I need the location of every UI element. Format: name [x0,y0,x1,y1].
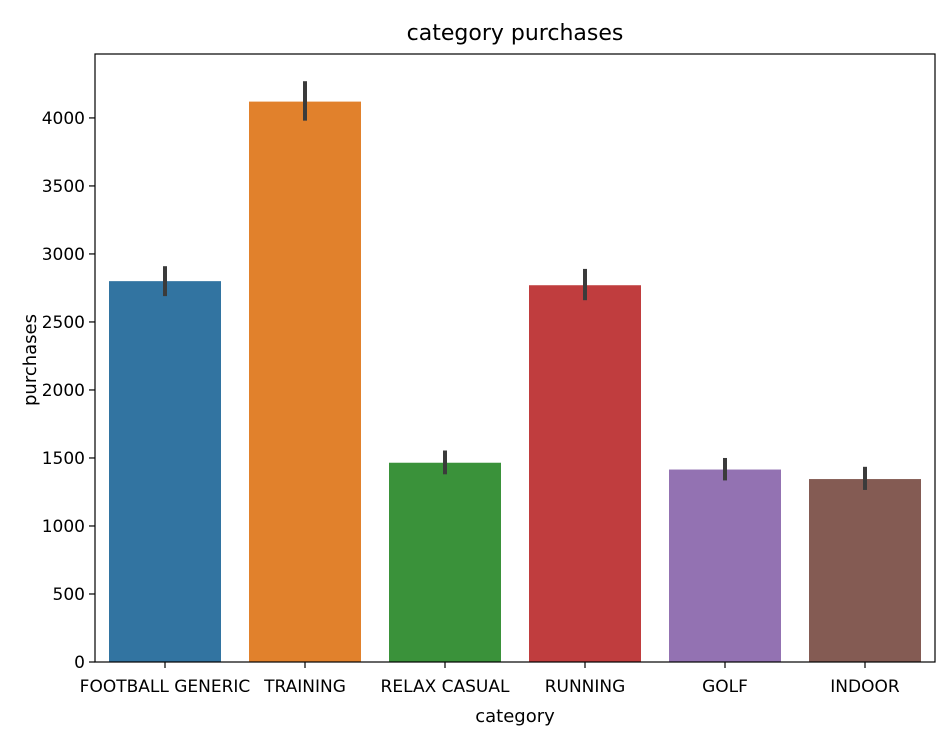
y-tick-label: 4000 [42,109,85,129]
bar [529,285,641,662]
plot-frame [94,53,936,663]
y-tick-label: 3500 [42,177,85,197]
y-tick-label: 2000 [42,381,85,401]
x-tick-label: RELAX CASUAL [381,677,510,697]
x-tick-label: INDOOR [830,677,900,697]
y-tick-label: 0 [74,653,85,673]
y-tick-label: 500 [53,585,85,605]
y-tick-label: 1000 [42,517,85,537]
bar [389,462,501,662]
y-tick-label: 2500 [42,313,85,333]
chart-title: category purchases [407,21,624,46]
bar [249,101,361,662]
bar [809,479,921,662]
y-tick-label: 1500 [42,449,85,469]
y-tick-label: 3000 [42,245,85,265]
x-tick-label: TRAINING [263,677,346,697]
bar [109,281,221,662]
x-tick-label: FOOTBALL GENERIC [80,677,251,697]
x-axis-label: category [475,706,555,727]
bar [669,469,781,662]
x-tick-label: RUNNING [545,677,626,697]
x-tick-label: GOLF [702,677,748,697]
y-axis-label: purchases [20,314,41,406]
